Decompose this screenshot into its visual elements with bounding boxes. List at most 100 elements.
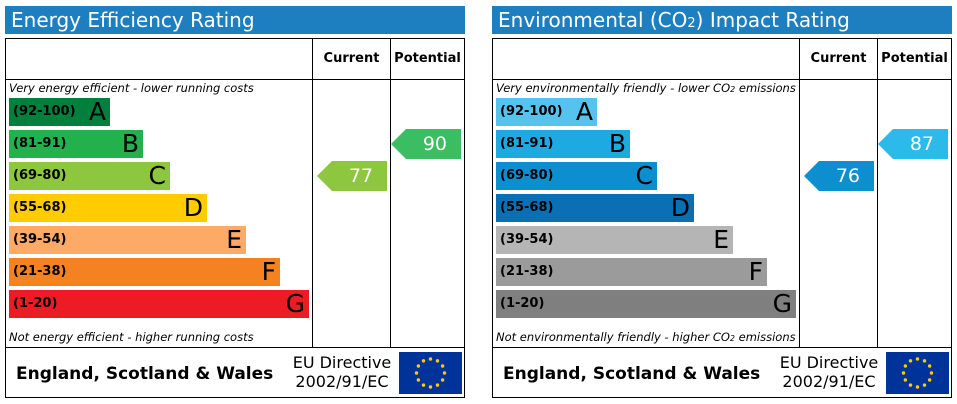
band-letter-label: F bbox=[261, 257, 276, 286]
eu-star-icon bbox=[927, 364, 932, 368]
eu-directive-line1: EU Directive bbox=[779, 353, 879, 372]
band-b: (81-91) B bbox=[9, 130, 143, 158]
title-text: Environmental (CO bbox=[498, 8, 688, 32]
eu-directive-line1: EU Directive bbox=[292, 353, 392, 372]
bottom-caption: Not environmentally friendly - higher CO… bbox=[496, 330, 796, 344]
band-range-label: (92-100) bbox=[13, 104, 76, 119]
band-letter-label: D bbox=[670, 193, 690, 222]
divider bbox=[6, 79, 464, 80]
eu-directive-line2: 2002/91/EC bbox=[295, 372, 389, 391]
current-rating-value: 76 bbox=[835, 165, 860, 187]
panel-title: Energy Efficiency Rating bbox=[5, 6, 465, 34]
arrow-shape bbox=[317, 161, 387, 191]
band-g: (1-20) G bbox=[9, 290, 309, 318]
footer-region: England, Scotland & Wales bbox=[16, 364, 274, 384]
caption-text: Very environmentally friendly - lower CO bbox=[496, 81, 731, 95]
band-range-label: (92-100) bbox=[500, 104, 563, 119]
eu-star-icon bbox=[901, 371, 906, 375]
divider bbox=[390, 39, 391, 347]
caption-text: emissions bbox=[735, 81, 796, 95]
band-range-label: (39-54) bbox=[13, 232, 67, 247]
column-header-current: Current bbox=[323, 51, 380, 66]
eu-star-icon bbox=[428, 385, 433, 389]
eu-flag-icon bbox=[886, 352, 949, 394]
current-rating-arrow: 76 bbox=[804, 161, 874, 191]
band-range-label: (39-54) bbox=[500, 232, 554, 247]
band-letter-label: G bbox=[772, 289, 792, 318]
eu-star-icon bbox=[929, 371, 934, 375]
caption-subscript: 2 bbox=[730, 85, 736, 94]
band-f: (21-38) F bbox=[9, 258, 280, 286]
divider bbox=[799, 39, 800, 347]
eu-directive: EU Directive 2002/91/EC bbox=[773, 353, 885, 391]
top-caption: Very energy efficient - lower running co… bbox=[9, 81, 254, 95]
band-b: (81-91) B bbox=[496, 130, 630, 158]
band-c: (69-80) C bbox=[9, 162, 170, 190]
column-header-potential: Potential bbox=[881, 51, 948, 66]
band-d: (55-68) D bbox=[9, 194, 207, 222]
current-rating-value: 77 bbox=[348, 165, 373, 187]
eu-star-icon bbox=[903, 364, 908, 368]
eu-star-icon bbox=[908, 359, 913, 363]
column-header-current: Current bbox=[810, 51, 867, 66]
column-header-potential: Potential bbox=[394, 51, 461, 66]
rating-frame: Current Potential Very environmentally f… bbox=[492, 38, 952, 398]
arrow-shape bbox=[878, 129, 948, 159]
eu-directive: EU Directive 2002/91/EC bbox=[286, 353, 398, 391]
band-letter-label: A bbox=[575, 97, 593, 126]
band-letter-label: A bbox=[88, 97, 106, 126]
divider bbox=[312, 39, 313, 347]
caption-subscript: 2 bbox=[729, 334, 735, 343]
band-range-label: (1-20) bbox=[500, 296, 545, 311]
divider bbox=[877, 39, 878, 347]
panel-title: Environmental (CO2) Impact Rating bbox=[492, 6, 952, 34]
eu-flag-icon bbox=[399, 352, 462, 394]
footer-region: England, Scotland & Wales bbox=[503, 364, 761, 384]
eu-star-icon bbox=[440, 378, 445, 382]
eu-star-icon bbox=[421, 383, 426, 387]
band-letter-label: C bbox=[635, 161, 653, 190]
title-subscript: 2 bbox=[687, 16, 696, 31]
eu-star-icon bbox=[922, 383, 927, 387]
top-caption: Very environmentally friendly - lower CO… bbox=[496, 81, 796, 95]
energy-efficiency-panel: Energy Efficiency Rating Current Potenti… bbox=[5, 6, 465, 398]
band-letter-label: E bbox=[713, 225, 729, 254]
band-range-label: (81-91) bbox=[500, 136, 554, 151]
potential-rating-value: 87 bbox=[909, 133, 934, 155]
band-letter-label: E bbox=[226, 225, 242, 254]
environmental-impact-panel: Environmental (CO2) Impact Rating Curren… bbox=[492, 6, 952, 398]
eu-star-icon bbox=[922, 359, 927, 363]
divider bbox=[6, 347, 464, 348]
eu-star-icon bbox=[440, 364, 445, 368]
title-text: ) Impact Rating bbox=[695, 8, 850, 32]
potential-rating-arrow: 90 bbox=[391, 129, 461, 159]
eu-star-icon bbox=[908, 383, 913, 387]
band-range-label: (55-68) bbox=[500, 200, 554, 215]
eu-star-icon bbox=[442, 371, 447, 375]
band-e: (39-54) E bbox=[496, 226, 733, 254]
band-range-label: (69-80) bbox=[500, 168, 554, 183]
potential-rating-value: 90 bbox=[422, 133, 447, 155]
band-c: (69-80) C bbox=[496, 162, 657, 190]
eu-star-icon bbox=[435, 359, 440, 363]
band-g: (1-20) G bbox=[496, 290, 796, 318]
current-rating-arrow: 77 bbox=[317, 161, 387, 191]
band-range-label: (81-91) bbox=[13, 136, 67, 151]
band-letter-label: F bbox=[748, 257, 763, 286]
divider bbox=[493, 347, 951, 348]
band-range-label: (21-38) bbox=[13, 264, 67, 279]
band-letter-label: D bbox=[183, 193, 203, 222]
band-range-label: (21-38) bbox=[500, 264, 554, 279]
eu-star-icon bbox=[416, 378, 421, 382]
band-letter-label: B bbox=[121, 129, 139, 158]
band-a: (92-100) A bbox=[496, 98, 597, 126]
eu-star-icon bbox=[915, 385, 920, 389]
eu-star-icon bbox=[915, 357, 920, 361]
eu-star-icon bbox=[416, 364, 421, 368]
potential-rating-arrow: 87 bbox=[878, 129, 948, 159]
eu-star-icon bbox=[903, 378, 908, 382]
caption-text: Not environmentally friendly - higher CO bbox=[496, 330, 730, 344]
band-letter-label: B bbox=[608, 129, 626, 158]
band-letter-label: G bbox=[285, 289, 305, 318]
eu-directive-line2: 2002/91/EC bbox=[782, 372, 876, 391]
